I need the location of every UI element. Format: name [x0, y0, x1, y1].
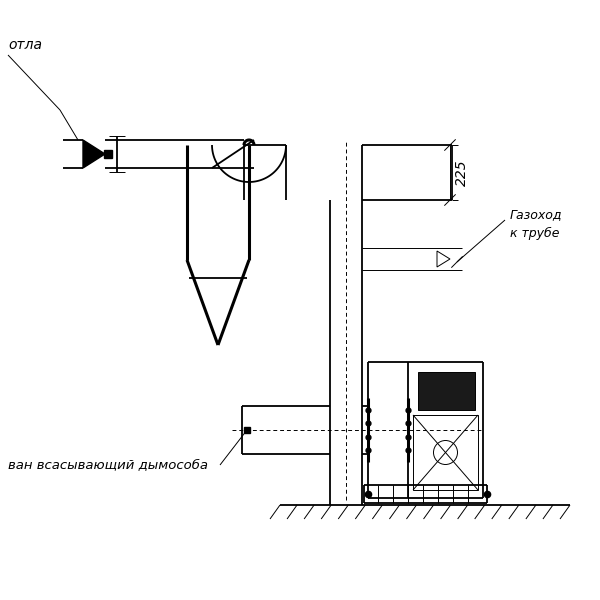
Text: ван всасывающий дымособа: ван всасывающий дымособа [8, 458, 208, 472]
Text: 225: 225 [455, 159, 469, 186]
Text: к трубе: к трубе [510, 226, 560, 239]
Bar [413, 415, 478, 490]
Bar [418, 372, 475, 410]
Polygon shape [83, 140, 105, 168]
Text: отла: отла [8, 38, 42, 52]
Text: Газоход: Газоход [510, 208, 563, 221]
